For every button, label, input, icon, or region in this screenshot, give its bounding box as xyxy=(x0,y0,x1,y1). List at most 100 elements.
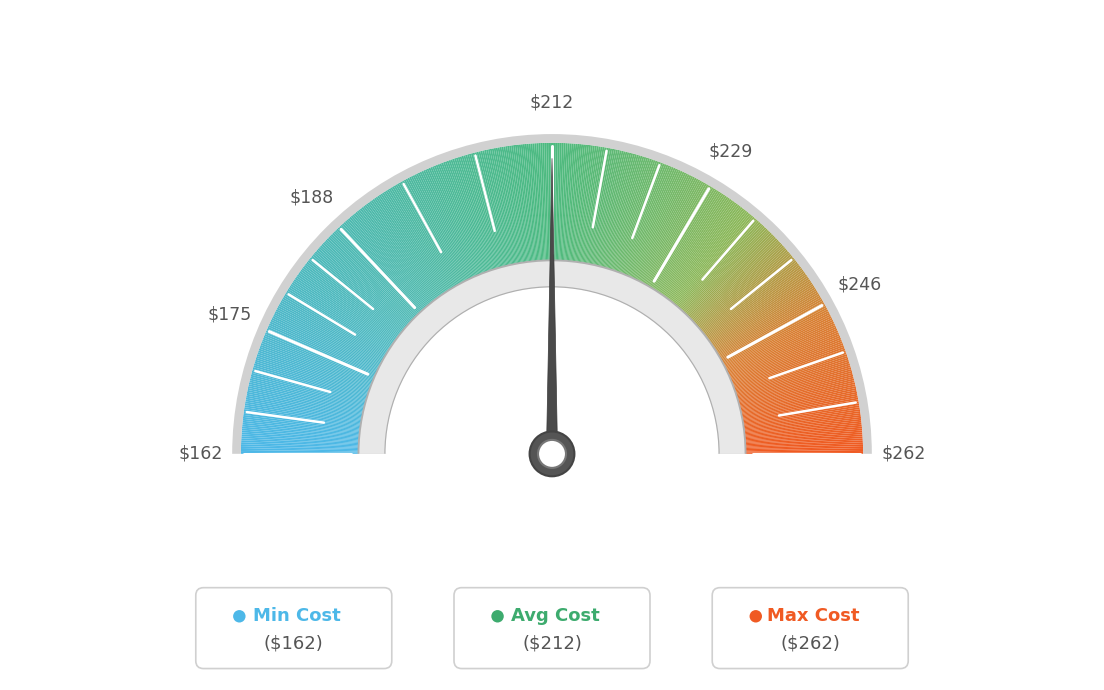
Wedge shape xyxy=(686,230,769,316)
Wedge shape xyxy=(251,377,365,407)
Wedge shape xyxy=(315,251,406,329)
Wedge shape xyxy=(731,337,841,383)
Wedge shape xyxy=(305,263,400,337)
Wedge shape xyxy=(458,157,495,270)
Wedge shape xyxy=(253,365,368,400)
Wedge shape xyxy=(425,169,475,278)
Wedge shape xyxy=(657,193,722,293)
Wedge shape xyxy=(264,336,373,382)
Wedge shape xyxy=(636,174,690,281)
Wedge shape xyxy=(739,377,853,407)
Wedge shape xyxy=(628,168,678,277)
Wedge shape xyxy=(563,144,572,262)
Wedge shape xyxy=(742,403,859,424)
Wedge shape xyxy=(673,212,749,304)
Wedge shape xyxy=(583,147,605,264)
Wedge shape xyxy=(634,172,687,280)
Wedge shape xyxy=(724,313,830,367)
Wedge shape xyxy=(567,144,580,262)
Wedge shape xyxy=(649,185,710,288)
Wedge shape xyxy=(675,214,752,306)
Wedge shape xyxy=(703,260,797,335)
Wedge shape xyxy=(411,176,466,282)
Wedge shape xyxy=(643,179,700,284)
Wedge shape xyxy=(561,143,567,262)
Wedge shape xyxy=(532,144,541,262)
Wedge shape xyxy=(703,262,798,335)
Wedge shape xyxy=(708,269,804,340)
Wedge shape xyxy=(348,218,426,308)
Wedge shape xyxy=(335,230,418,316)
Wedge shape xyxy=(736,365,851,400)
Wedge shape xyxy=(351,215,428,307)
Wedge shape xyxy=(322,242,411,324)
Wedge shape xyxy=(244,409,361,427)
Wedge shape xyxy=(744,436,862,444)
Wedge shape xyxy=(577,146,595,263)
Wedge shape xyxy=(609,157,646,270)
Wedge shape xyxy=(247,392,363,417)
Wedge shape xyxy=(696,245,784,326)
Wedge shape xyxy=(670,208,744,302)
Wedge shape xyxy=(257,354,370,393)
Wedge shape xyxy=(282,299,385,359)
Wedge shape xyxy=(304,265,399,337)
Wedge shape xyxy=(719,297,821,358)
Wedge shape xyxy=(486,150,512,266)
Wedge shape xyxy=(745,444,863,449)
Wedge shape xyxy=(242,426,360,438)
Wedge shape xyxy=(473,152,505,267)
Wedge shape xyxy=(664,200,733,297)
Wedge shape xyxy=(241,452,359,454)
Wedge shape xyxy=(566,144,577,262)
Wedge shape xyxy=(270,319,378,372)
Wedge shape xyxy=(353,213,429,305)
Wedge shape xyxy=(698,250,788,328)
Wedge shape xyxy=(321,244,410,324)
Wedge shape xyxy=(627,168,676,277)
Wedge shape xyxy=(306,262,401,335)
Wedge shape xyxy=(729,328,838,377)
Wedge shape xyxy=(242,428,360,440)
Wedge shape xyxy=(596,151,626,266)
Wedge shape xyxy=(743,407,860,426)
Wedge shape xyxy=(725,318,832,371)
Wedge shape xyxy=(330,234,415,318)
Wedge shape xyxy=(355,212,431,304)
Wedge shape xyxy=(737,367,851,402)
Wedge shape xyxy=(255,359,368,397)
Wedge shape xyxy=(672,210,747,304)
Wedge shape xyxy=(657,193,723,293)
Wedge shape xyxy=(443,162,486,273)
Wedge shape xyxy=(560,143,565,262)
Wedge shape xyxy=(572,144,585,262)
Wedge shape xyxy=(456,157,493,270)
Wedge shape xyxy=(244,411,361,428)
Wedge shape xyxy=(701,257,794,333)
Wedge shape xyxy=(284,295,386,357)
Wedge shape xyxy=(464,155,498,269)
Wedge shape xyxy=(290,284,391,350)
Wedge shape xyxy=(744,423,862,436)
Wedge shape xyxy=(269,323,376,374)
Wedge shape xyxy=(737,369,852,402)
Wedge shape xyxy=(312,254,404,331)
Wedge shape xyxy=(721,302,825,361)
Wedge shape xyxy=(431,167,478,277)
Wedge shape xyxy=(422,170,473,279)
Wedge shape xyxy=(712,281,811,348)
Wedge shape xyxy=(534,143,542,262)
Wedge shape xyxy=(338,227,420,314)
Wedge shape xyxy=(681,223,762,312)
Wedge shape xyxy=(744,421,861,435)
Wedge shape xyxy=(689,234,774,318)
Wedge shape xyxy=(287,289,389,353)
Wedge shape xyxy=(688,233,772,317)
Wedge shape xyxy=(253,367,367,402)
Wedge shape xyxy=(511,145,528,263)
Wedge shape xyxy=(661,197,730,296)
Wedge shape xyxy=(743,417,861,432)
Wedge shape xyxy=(742,400,859,422)
Wedge shape xyxy=(728,327,837,376)
Wedge shape xyxy=(302,266,399,339)
